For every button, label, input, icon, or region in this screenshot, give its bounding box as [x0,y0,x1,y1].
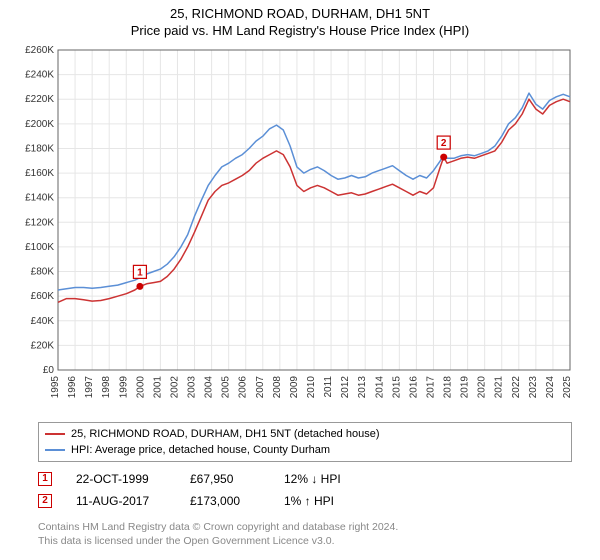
legend-box: 25, RICHMOND ROAD, DURHAM, DH1 5NT (deta… [38,422,572,462]
svg-text:£80K: £80K [31,267,55,278]
svg-text:£220K: £220K [25,94,54,105]
transaction-hpi-diff: 12% ↓ HPI [284,468,364,490]
transaction-price: £67,950 [190,468,260,490]
svg-text:2002: 2002 [169,376,180,399]
svg-text:£140K: £140K [25,193,54,204]
svg-text:£60K: £60K [31,291,55,302]
svg-text:£260K: £260K [25,45,54,56]
transaction-row: 1 22-OCT-1999 £67,950 12% ↓ HPI [38,468,572,490]
svg-text:1998: 1998 [101,376,112,399]
svg-text:2007: 2007 [255,376,266,399]
svg-text:2009: 2009 [289,376,300,399]
svg-text:2024: 2024 [545,376,556,399]
svg-text:2015: 2015 [391,376,402,399]
svg-text:2022: 2022 [511,376,522,399]
transaction-hpi-diff: 1% ↑ HPI [284,490,364,512]
legend-item: 25, RICHMOND ROAD, DURHAM, DH1 5NT (deta… [45,426,565,442]
svg-text:2005: 2005 [221,376,232,399]
svg-text:2025: 2025 [562,376,573,399]
transaction-block: 1 22-OCT-1999 £67,950 12% ↓ HPI 2 11-AUG… [38,468,572,512]
chart-container: £0 £20K £40K £60K £80K £100K £120K £140K £160K £1… [14,44,586,416]
svg-text:2: 2 [441,138,447,149]
svg-text:2016: 2016 [408,376,419,399]
svg-text:1: 1 [137,267,143,278]
svg-text:2000: 2000 [135,376,146,399]
svg-text:£180K: £180K [25,143,54,154]
title-address: 25, RICHMOND ROAD, DURHAM, DH1 5NT [0,6,600,21]
svg-text:2020: 2020 [477,376,488,399]
svg-text:1995: 1995 [50,376,61,399]
legend-label: HPI: Average price, detached house, Coun… [71,442,330,458]
svg-text:£20K: £20K [31,340,55,351]
title-block: 25, RICHMOND ROAD, DURHAM, DH1 5NT Price… [0,0,600,40]
svg-text:£240K: £240K [25,70,54,81]
footer-attribution: Contains HM Land Registry data © Crown c… [38,520,572,548]
svg-text:£160K: £160K [25,168,54,179]
svg-text:2021: 2021 [494,376,505,399]
svg-text:1997: 1997 [84,376,95,399]
legend-item: HPI: Average price, detached house, Coun… [45,442,565,458]
transaction-row: 2 11-AUG-2017 £173,000 1% ↑ HPI [38,490,572,512]
svg-text:£120K: £120K [25,217,54,228]
svg-text:1999: 1999 [118,376,129,399]
svg-text:2019: 2019 [460,376,471,399]
svg-text:£200K: £200K [25,119,54,130]
svg-text:2006: 2006 [238,376,249,399]
transaction-date: 11-AUG-2017 [76,490,166,512]
svg-text:2010: 2010 [306,376,317,399]
svg-text:2011: 2011 [323,376,334,398]
svg-text:2004: 2004 [204,376,215,399]
svg-text:£100K: £100K [25,242,54,253]
transaction-marker-icon: 1 [38,472,52,486]
footer-line: This data is licensed under the Open Gov… [38,534,572,548]
svg-text:2018: 2018 [443,376,454,399]
footer-line: Contains HM Land Registry data © Crown c… [38,520,572,534]
svg-text:2023: 2023 [528,376,539,399]
svg-text:2008: 2008 [272,376,283,399]
svg-text:2001: 2001 [152,376,163,399]
legend-swatch [45,433,65,435]
svg-text:£0: £0 [43,365,55,376]
transaction-marker-icon: 2 [38,494,52,508]
transaction-price: £173,000 [190,490,260,512]
price-chart: £0 £20K £40K £60K £80K £100K £120K £140K £160K £1… [14,44,586,416]
svg-text:1996: 1996 [67,376,78,399]
svg-text:2017: 2017 [425,376,436,399]
legend-label: 25, RICHMOND ROAD, DURHAM, DH1 5NT (deta… [71,426,380,442]
title-subtitle: Price paid vs. HM Land Registry's House … [0,23,600,38]
svg-text:£40K: £40K [31,316,55,327]
legend-swatch [45,449,65,451]
svg-text:2013: 2013 [357,376,368,399]
transaction-date: 22-OCT-1999 [76,468,166,490]
svg-text:2012: 2012 [340,376,351,399]
svg-text:2003: 2003 [187,376,198,399]
svg-text:2014: 2014 [374,376,385,399]
